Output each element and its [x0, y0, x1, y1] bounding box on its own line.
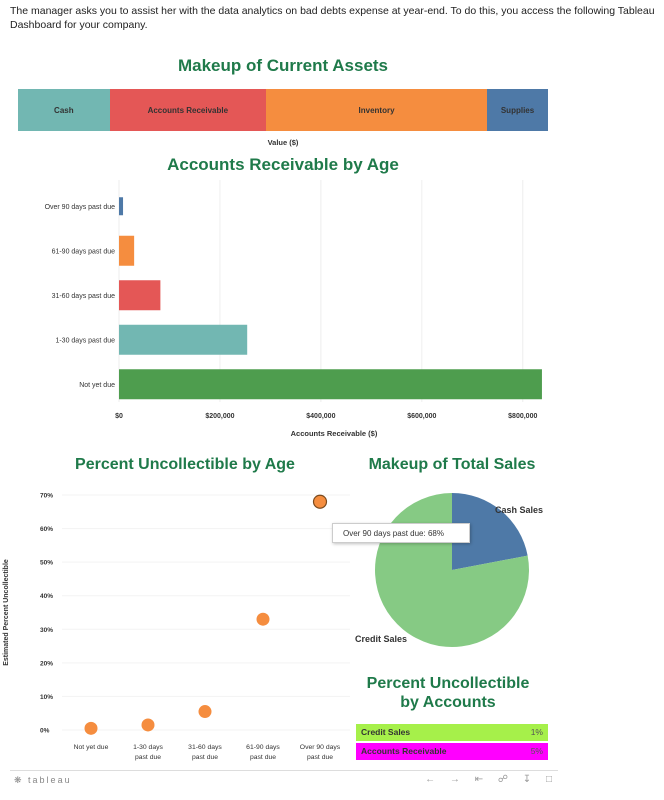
pct-xtick-label: Not yet due	[74, 744, 109, 751]
ar-category-label: 31-60 days past due	[52, 293, 116, 300]
ar-bar[interactable]	[119, 197, 124, 216]
pct-xtick-label: Over 90 days	[300, 744, 341, 751]
pct-accounts-title-line2: by Accounts	[400, 694, 496, 711]
pct-xtick-label: past due	[250, 754, 276, 761]
ar-category-label: 61-90 days past due	[52, 248, 116, 255]
share-icon[interactable]: ☍	[497, 774, 508, 785]
fullscreen-icon[interactable]: □	[545, 774, 552, 785]
pct-point[interactable]	[312, 494, 328, 509]
pct-xtick-label: past due	[307, 754, 333, 761]
pct-age-chart[interactable]: Estimated Percent Uncollectible 0% 10% 20% 3…	[0, 480, 355, 770]
ar-xtick-label: $200,000	[205, 413, 234, 420]
credit-sales-value: 1%	[530, 727, 543, 737]
accounts-receivable-value: 5%	[530, 746, 543, 756]
pct-ytick-label: 60%	[40, 526, 53, 533]
accounts-receivable-row[interactable]: Accounts Receivable 5%	[356, 743, 548, 760]
ar-bar[interactable]	[119, 324, 248, 355]
current-assets-title: Makeup of Current Assets	[177, 56, 389, 75]
pct-ylabel: Estimated Percent Uncollectible	[3, 559, 10, 666]
ar-category-label: Not yet due	[79, 382, 115, 389]
pct-xtick-label: past due	[192, 754, 218, 761]
revert-icon[interactable]: ⇤	[474, 774, 484, 785]
pct-point[interactable]	[84, 721, 98, 735]
ar-xlabel: Accounts Receivable ($)	[291, 429, 378, 438]
pct-xtick-label: past due	[135, 754, 161, 761]
ar-xtick-label: $800,000	[508, 413, 537, 420]
pct-ytick-label: 70%	[40, 493, 53, 500]
current-assets-segment-accounts-receivable[interactable]: Accounts Receivable	[109, 89, 266, 131]
pct-point[interactable]	[256, 612, 270, 626]
pct-ytick-label: 10%	[40, 694, 53, 701]
pct-age-title: Percent Uncollectible by Age	[75, 456, 295, 473]
pct-point[interactable]	[141, 718, 155, 732]
pie-label-cash-sales: Cash Sales	[495, 505, 543, 515]
tableau-logo[interactable]: ❋ tableau	[14, 775, 72, 785]
intro-text: The manager asks you to assist her with …	[10, 5, 655, 31]
ar-category-label: 1-30 days past due	[55, 337, 115, 344]
ar-xtick-label: $400,000	[306, 413, 335, 420]
redo-icon[interactable]: →	[449, 774, 460, 785]
pct-accounts-title: Percent Uncollectible by Accounts	[352, 674, 544, 712]
accounts-receivable-label: Accounts Receivable	[361, 746, 447, 756]
pct-point[interactable]	[198, 705, 212, 719]
current-assets-bar[interactable]: Cash Accounts Receivable Inventory Supplies	[18, 89, 548, 131]
pct-xtick-label: 31-60 days	[188, 744, 222, 751]
current-assets-segment-cash[interactable]: Cash	[18, 89, 110, 131]
pct-xtick-label: 1-30 days	[133, 744, 163, 751]
credit-sales-label: Credit Sales	[361, 727, 411, 737]
total-sales-pie[interactable]: Cash Sales Credit Sales	[350, 490, 560, 655]
tooltip: Over 90 days past due: 68%	[332, 523, 470, 543]
credit-sales-row[interactable]: Credit Sales 1%	[356, 724, 548, 741]
ar-by-age-title: Accounts Receivable by Age	[167, 155, 399, 174]
ar-xtick-label: $0	[115, 413, 123, 420]
ar-bar[interactable]	[119, 280, 161, 311]
current-assets-segment-inventory[interactable]: Inventory	[266, 89, 488, 131]
ar-bar[interactable]	[119, 369, 542, 400]
tableau-logo-text: tableau	[28, 775, 72, 785]
pct-ytick-label: 50%	[40, 560, 53, 567]
pct-ytick-label: 30%	[40, 627, 53, 634]
download-icon[interactable]: ↧	[522, 774, 532, 785]
ar-bar[interactable]	[119, 235, 135, 266]
pct-ytick-label: 20%	[40, 660, 53, 667]
undo-icon[interactable]: ←	[425, 774, 436, 785]
pct-accounts-title-line1: Percent Uncollectible	[366, 675, 530, 692]
ar-category-label: Over 90 days past due	[45, 204, 116, 211]
pct-ytick-label: 40%	[40, 593, 53, 600]
total-sales-title: Makeup of Total Sales	[368, 456, 536, 473]
tableau-footer: ❋ tableau ← → ⇤ ☍ ↧ □	[10, 770, 558, 789]
pie-slice[interactable]	[452, 493, 528, 570]
pct-xtick-label: 61-90 days	[246, 744, 280, 751]
pct-ytick-label: 0%	[40, 728, 50, 735]
ar-by-age-chart[interactable]: $0 $200,000 $400,000 $600,000 $800,000 Accoun…	[0, 180, 560, 442]
pie-label-credit-sales: Credit Sales	[355, 634, 407, 644]
ar-xtick-label: $600,000	[407, 413, 436, 420]
current-assets-segment-supplies[interactable]: Supplies	[487, 89, 548, 131]
current-assets-xlabel: Value ($)	[267, 138, 299, 147]
